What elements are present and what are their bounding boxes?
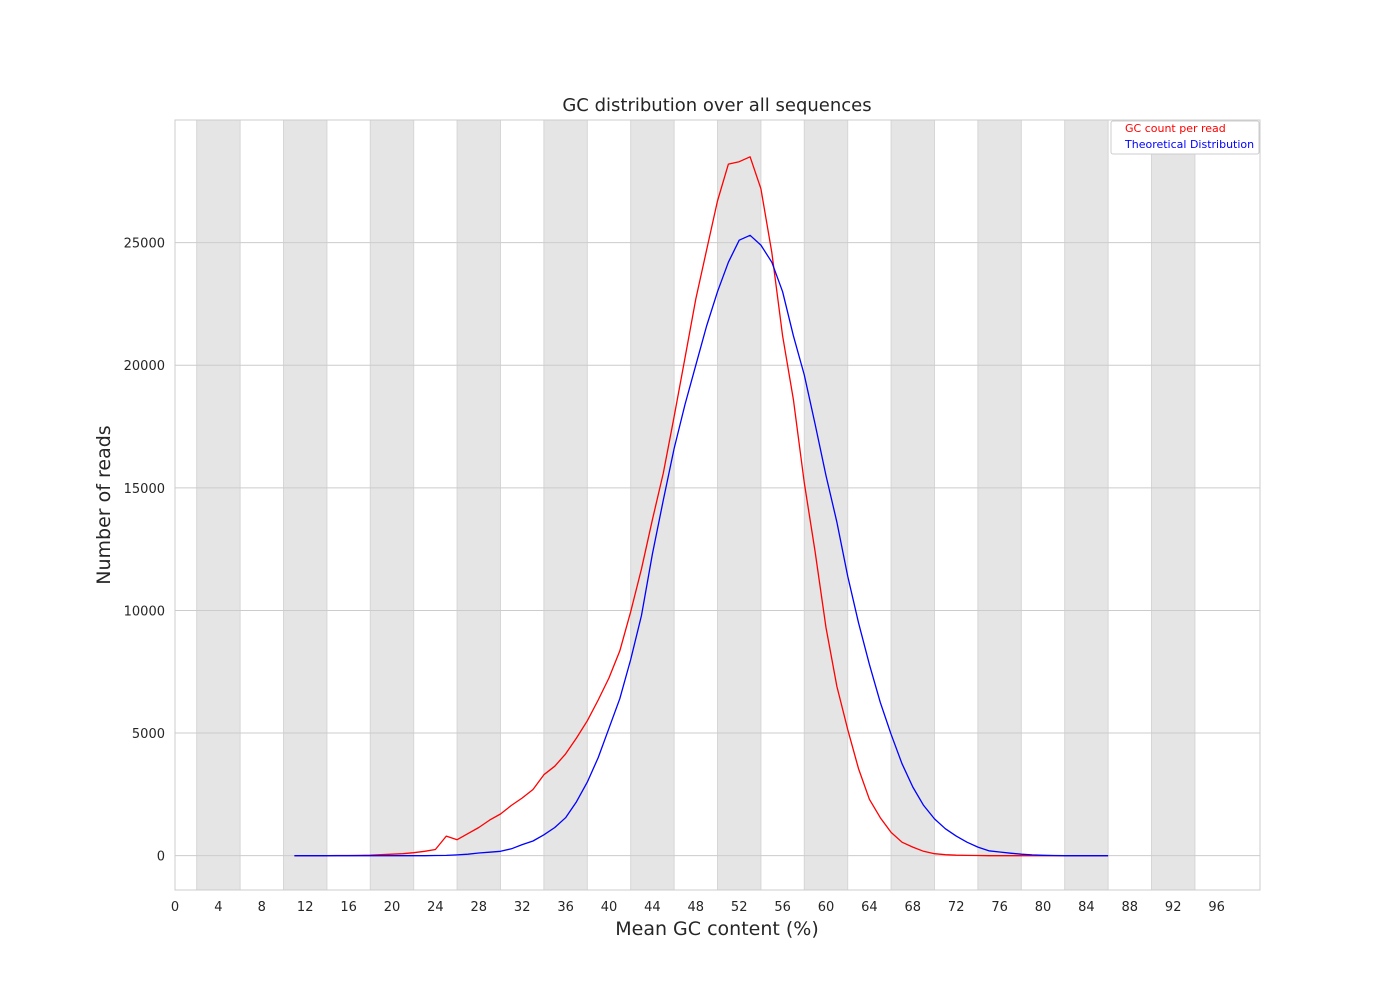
x-tick-label: 12: [297, 900, 314, 915]
shaded-band-2: [369, 119, 415, 891]
shaded-band-8: [890, 119, 935, 891]
series-line-0: [294, 156, 1109, 857]
x-tick-label: 64: [861, 900, 878, 915]
x-tick-label: 44: [644, 900, 661, 915]
legend-entry-1: Theoretical Distribution: [1124, 138, 1254, 151]
x-tick-label: 60: [818, 900, 835, 915]
legend: GC count per read Theoretical Distributio…: [1110, 120, 1260, 155]
shaded-band-1: [283, 119, 328, 891]
legend-entry-0: GC count per read: [1125, 122, 1226, 135]
series-line-1: [294, 234, 1109, 857]
plot-frame: [174, 119, 1261, 891]
x-tick-label: 8: [258, 900, 266, 915]
shaded-band-11: [1151, 119, 1196, 891]
x-tick-label: 96: [1208, 900, 1225, 915]
x-axis-title: Mean GC content (%): [615, 918, 819, 940]
x-tick-label: 32: [514, 900, 531, 915]
x-tick-label: 52: [731, 900, 748, 915]
series-lines: [294, 156, 1109, 857]
legend-box: [1110, 120, 1260, 155]
y-tick-label: 20000: [124, 359, 165, 374]
shaded-band-3: [456, 119, 502, 891]
x-tick-label: 28: [471, 900, 488, 915]
x-tick-label: 4: [214, 900, 222, 915]
y-tick-label: 5000: [132, 727, 165, 742]
x-tick-label: 40: [601, 900, 618, 915]
shaded-band-9: [977, 119, 1022, 891]
x-tick-label: 76: [991, 900, 1008, 915]
y-axis-title: Number of reads: [93, 425, 115, 584]
y-tick-label: 15000: [124, 482, 165, 497]
x-tick-label: 48: [688, 900, 705, 915]
shaded-bands: [196, 119, 1196, 891]
x-tick-label: 56: [774, 900, 791, 915]
y-tick-label: 10000: [124, 604, 165, 619]
y-tick-label: 25000: [124, 237, 165, 252]
x-tick-labels: 0 4 8 12 16 20 24 28 32 36 40 44 48 52 56 60 64 68 72 76 80 8…: [171, 900, 1225, 915]
x-tick-label: 0: [171, 900, 179, 915]
shaded-band-6: [717, 119, 762, 891]
x-tick-label: 84: [1078, 900, 1095, 915]
x-tick-label: 24: [427, 900, 444, 915]
shaded-band-7: [803, 119, 849, 891]
y-tick-label: 0: [157, 850, 165, 865]
x-tick-label: 36: [557, 900, 574, 915]
shaded-band-10: [1064, 119, 1109, 891]
shaded-band-5: [630, 119, 675, 891]
y-tick-labels: 0 5000 10000 15000 20000 25000: [124, 237, 165, 865]
x-tick-label: 20: [384, 900, 401, 915]
shaded-band-0: [196, 119, 241, 891]
x-tick-label: 80: [1035, 900, 1052, 915]
shaded-band-4: [543, 119, 588, 891]
x-tick-label: 72: [948, 900, 965, 915]
x-tick-label: 68: [905, 900, 922, 915]
x-tick-label: 88: [1122, 900, 1139, 915]
x-tick-label: 16: [340, 900, 357, 915]
x-tick-label: 92: [1165, 900, 1182, 915]
chart-title: GC distribution over all sequences: [562, 95, 871, 116]
